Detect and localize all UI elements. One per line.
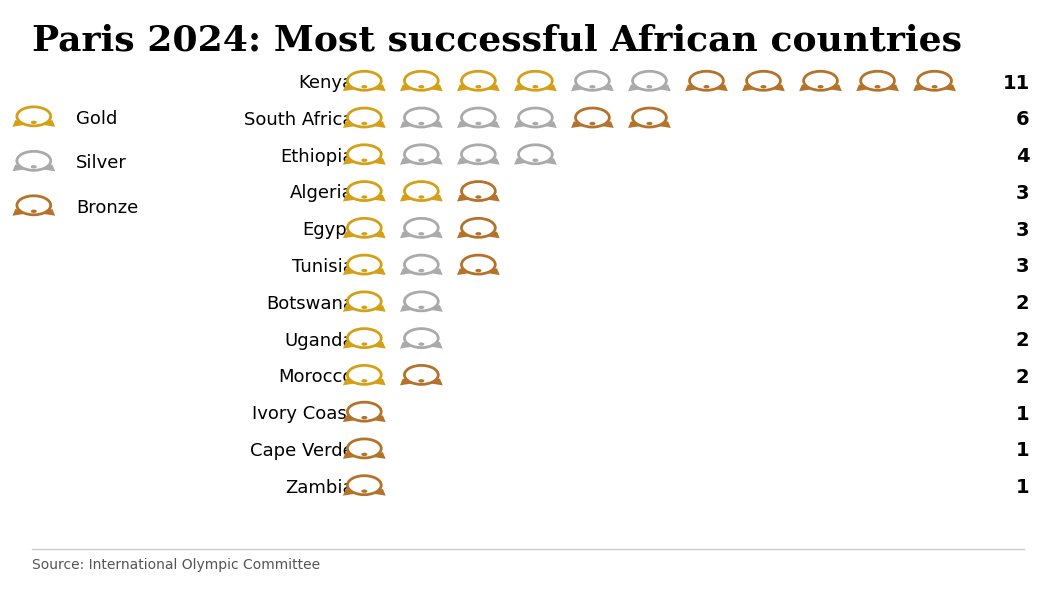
- Text: 3: 3: [1016, 221, 1030, 240]
- Text: Botswana: Botswana: [266, 295, 354, 313]
- Text: Cape Verde: Cape Verde: [250, 442, 354, 460]
- Text: Gold: Gold: [76, 110, 117, 127]
- Text: South Africa: South Africa: [244, 111, 354, 129]
- Text: Egypt: Egypt: [302, 221, 354, 239]
- Text: 1: 1: [1016, 404, 1030, 423]
- Text: Zambia: Zambia: [285, 479, 354, 496]
- Text: 1: 1: [1016, 478, 1030, 497]
- Text: Source: International Olympic Committee: Source: International Olympic Committee: [32, 558, 320, 572]
- Text: Ethiopia: Ethiopia: [280, 148, 354, 165]
- Text: 2: 2: [1016, 331, 1030, 350]
- Text: Kenya: Kenya: [299, 74, 354, 92]
- Text: 11: 11: [1002, 74, 1030, 93]
- Text: Ivory Coast: Ivory Coast: [252, 405, 354, 423]
- Text: 3: 3: [1016, 184, 1030, 203]
- Text: Morocco: Morocco: [279, 368, 354, 386]
- Text: Bronze: Bronze: [76, 199, 138, 216]
- Text: Paris 2024: Most successful African countries: Paris 2024: Most successful African coun…: [32, 24, 962, 58]
- Text: Uganda: Uganda: [284, 331, 354, 349]
- Text: 4: 4: [1016, 147, 1030, 166]
- Text: Silver: Silver: [76, 154, 127, 172]
- Text: 2: 2: [1016, 294, 1030, 313]
- Text: Tunisia: Tunisia: [291, 258, 354, 276]
- Text: 1: 1: [1016, 441, 1030, 460]
- Text: 2: 2: [1016, 368, 1030, 387]
- Text: Algeria: Algeria: [290, 184, 354, 202]
- Text: 3: 3: [1016, 257, 1030, 276]
- Text: 6: 6: [1016, 110, 1030, 129]
